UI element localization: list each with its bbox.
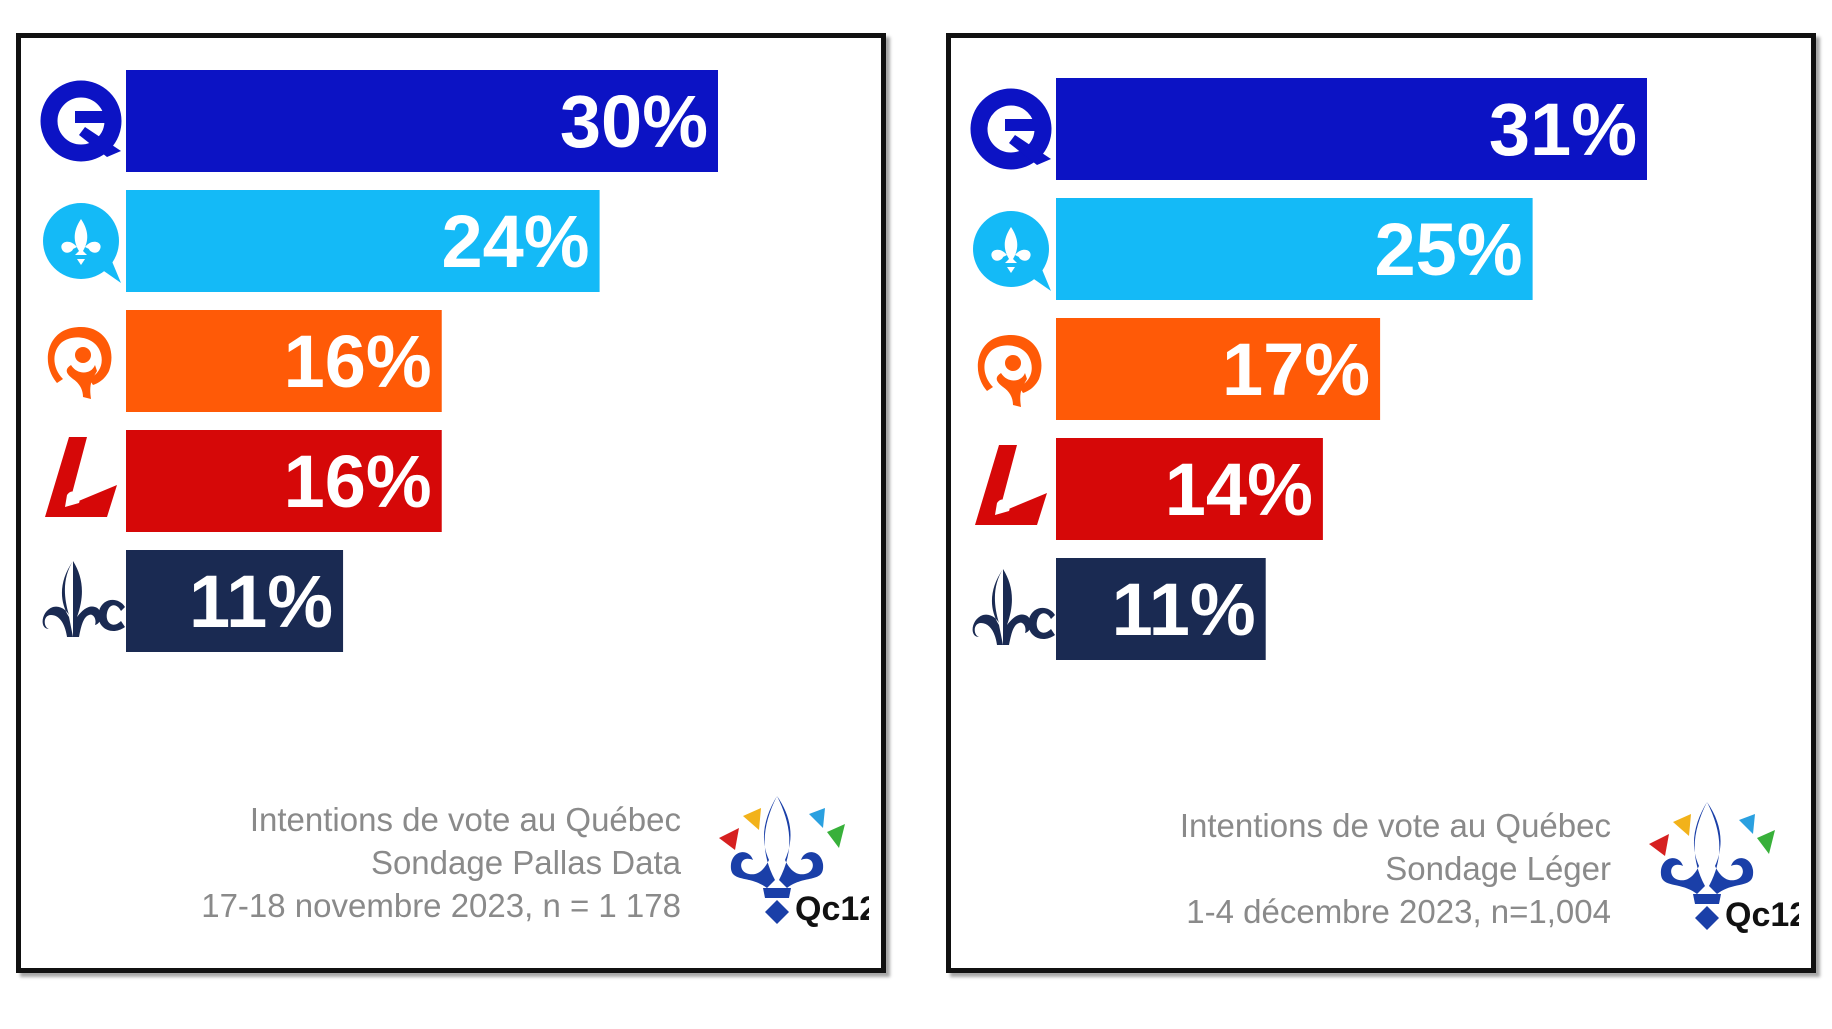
pq-fleur-de-lis-speech-bubble-icon: [973, 211, 1051, 291]
bar-4: [1056, 438, 1323, 540]
chart-panel-leger: 31% 25% 17% 14% 11% Intentions de vote au Qu…: [946, 33, 1816, 973]
bar-value-label: 17%: [1222, 328, 1370, 411]
bar-chart-pallas: 30%24%16%16%11%: [40, 70, 718, 652]
chart-panel-pallas: 30% 24% 16% 16% 11% Intentions de vote au Qu…: [16, 33, 886, 973]
plq-l-icon: [975, 445, 1047, 525]
qs-figure-icon: [47, 327, 112, 399]
bar-4: [126, 430, 442, 532]
caption-date: 1-4 décembre 2023, n=1,004: [1186, 893, 1611, 930]
bar-3: [1056, 318, 1381, 420]
bar-value-label: 16%: [284, 320, 432, 403]
caq-q-icon: [970, 88, 1052, 170]
qc125-logo: Qc125: [719, 796, 869, 928]
bar-2: [126, 190, 600, 292]
caption-poll: Sondage Pallas Data: [370, 844, 681, 881]
caption-title: Intentions de vote au Québec: [249, 801, 681, 838]
qs-figure-icon: [977, 335, 1042, 407]
pcq-fleur-c-icon: [972, 569, 1055, 645]
caq-q-icon: [40, 80, 122, 162]
bar-5: [126, 550, 344, 652]
bar-value-label: 25%: [1375, 208, 1523, 291]
bar-value-label: 14%: [1165, 448, 1313, 531]
bar-2: [1056, 198, 1533, 300]
bar-value-label: 11%: [1112, 568, 1256, 651]
caption-title: Intentions de vote au Québec: [1179, 807, 1611, 844]
bar-value-label: 24%: [441, 200, 589, 283]
bar-value-label: 31%: [1489, 88, 1637, 171]
bar-1: [126, 70, 718, 172]
chart-caption-pallas: Intentions de vote au Québec Sondage Pal…: [201, 798, 681, 927]
bar-value-label: 11%: [189, 560, 333, 643]
qc125-logo-text: Qc125: [795, 890, 869, 928]
qc125-logo: Qc125: [1649, 802, 1799, 934]
chart-caption-leger: Intentions de vote au Québec Sondage Lég…: [1180, 804, 1611, 933]
bar-5: [1056, 558, 1266, 660]
caption-poll: Sondage Léger: [1385, 850, 1611, 887]
bar-value-label: 30%: [560, 80, 708, 163]
bar-3: [126, 310, 442, 412]
bar-chart-leger: 31% 25%17% 14% 11%: [970, 78, 1647, 660]
bar-1: [1056, 78, 1647, 180]
qc125-logo-text: Qc125: [1725, 896, 1799, 934]
plq-l-icon: [45, 437, 117, 517]
pcq-fleur-c-icon: [42, 561, 125, 637]
bar-value-label: 16%: [284, 440, 432, 523]
pq-fleur-de-lis-speech-bubble-icon: [43, 203, 121, 283]
caption-date: 17-18 novembre 2023, n = 1 178: [201, 887, 681, 924]
